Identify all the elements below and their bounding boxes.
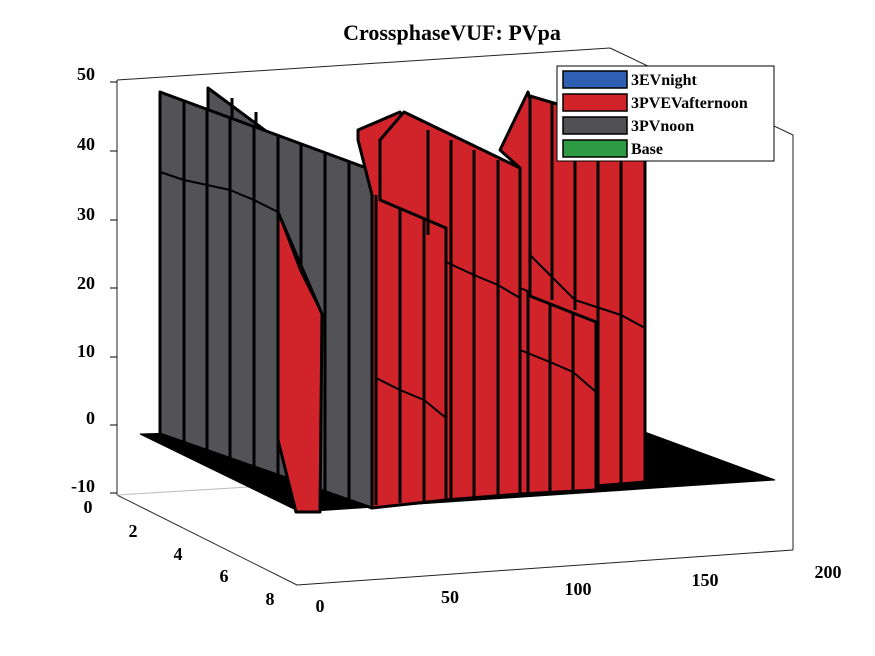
legend-label: 3PVEVafternoon	[631, 95, 748, 112]
ribbon-3pvevafternoon-1	[276, 210, 324, 514]
back-top-edge	[116, 47, 611, 81]
x-tick-label: 150	[692, 570, 719, 590]
legend: 3EVnight 3PVEVafternoon 3PVnoon Base	[556, 65, 775, 162]
x-tick-label: 0	[316, 596, 325, 616]
z-tick-label: 20	[77, 273, 95, 293]
legend-swatch-3pvevafternoon	[562, 93, 628, 112]
y-tick-label: 6	[220, 566, 229, 586]
x-tick-label: 50	[441, 587, 459, 607]
legend-swatch-base	[562, 139, 628, 158]
z-tick-label: -10	[71, 476, 95, 496]
x-tick-label: 200	[815, 562, 842, 582]
y-tick-label: 8	[266, 589, 275, 609]
legend-label: 3EVnight	[631, 72, 697, 89]
z-axis-ticks: 50 40 30 20 10 0 -10	[71, 64, 95, 496]
z-tick-label: 0	[86, 408, 95, 428]
z-tick-label: 10	[77, 341, 95, 361]
legend-swatch-3pvnoon	[562, 116, 628, 135]
ribbon-3pvevafternoon-3	[378, 110, 522, 502]
legend-label: 3PVnoon	[631, 118, 694, 135]
y-tick-label: 0	[84, 497, 93, 517]
legend-label: Base	[631, 141, 663, 158]
z-tick-label: 50	[77, 64, 95, 84]
ribbon-3pvnoon-front	[158, 90, 374, 510]
z-tick-marks	[110, 81, 117, 494]
z-tick-label: 30	[77, 204, 95, 224]
x-tick-label: 100	[565, 579, 592, 599]
y-tick-label: 4	[174, 544, 183, 564]
z-tick-label: 40	[77, 134, 95, 154]
front-left-base-edge	[116, 494, 298, 586]
y-tick-label: 2	[129, 521, 138, 541]
x-axis-ticks: 0 50 100 150 200	[316, 562, 842, 616]
legend-swatch-3evnight	[562, 70, 628, 89]
y-axis-ticks: 0 2 4 6 8	[84, 497, 275, 609]
front-base-edge	[296, 549, 794, 586]
chart-title: CrossphaseVUF: PVpa	[343, 20, 561, 45]
